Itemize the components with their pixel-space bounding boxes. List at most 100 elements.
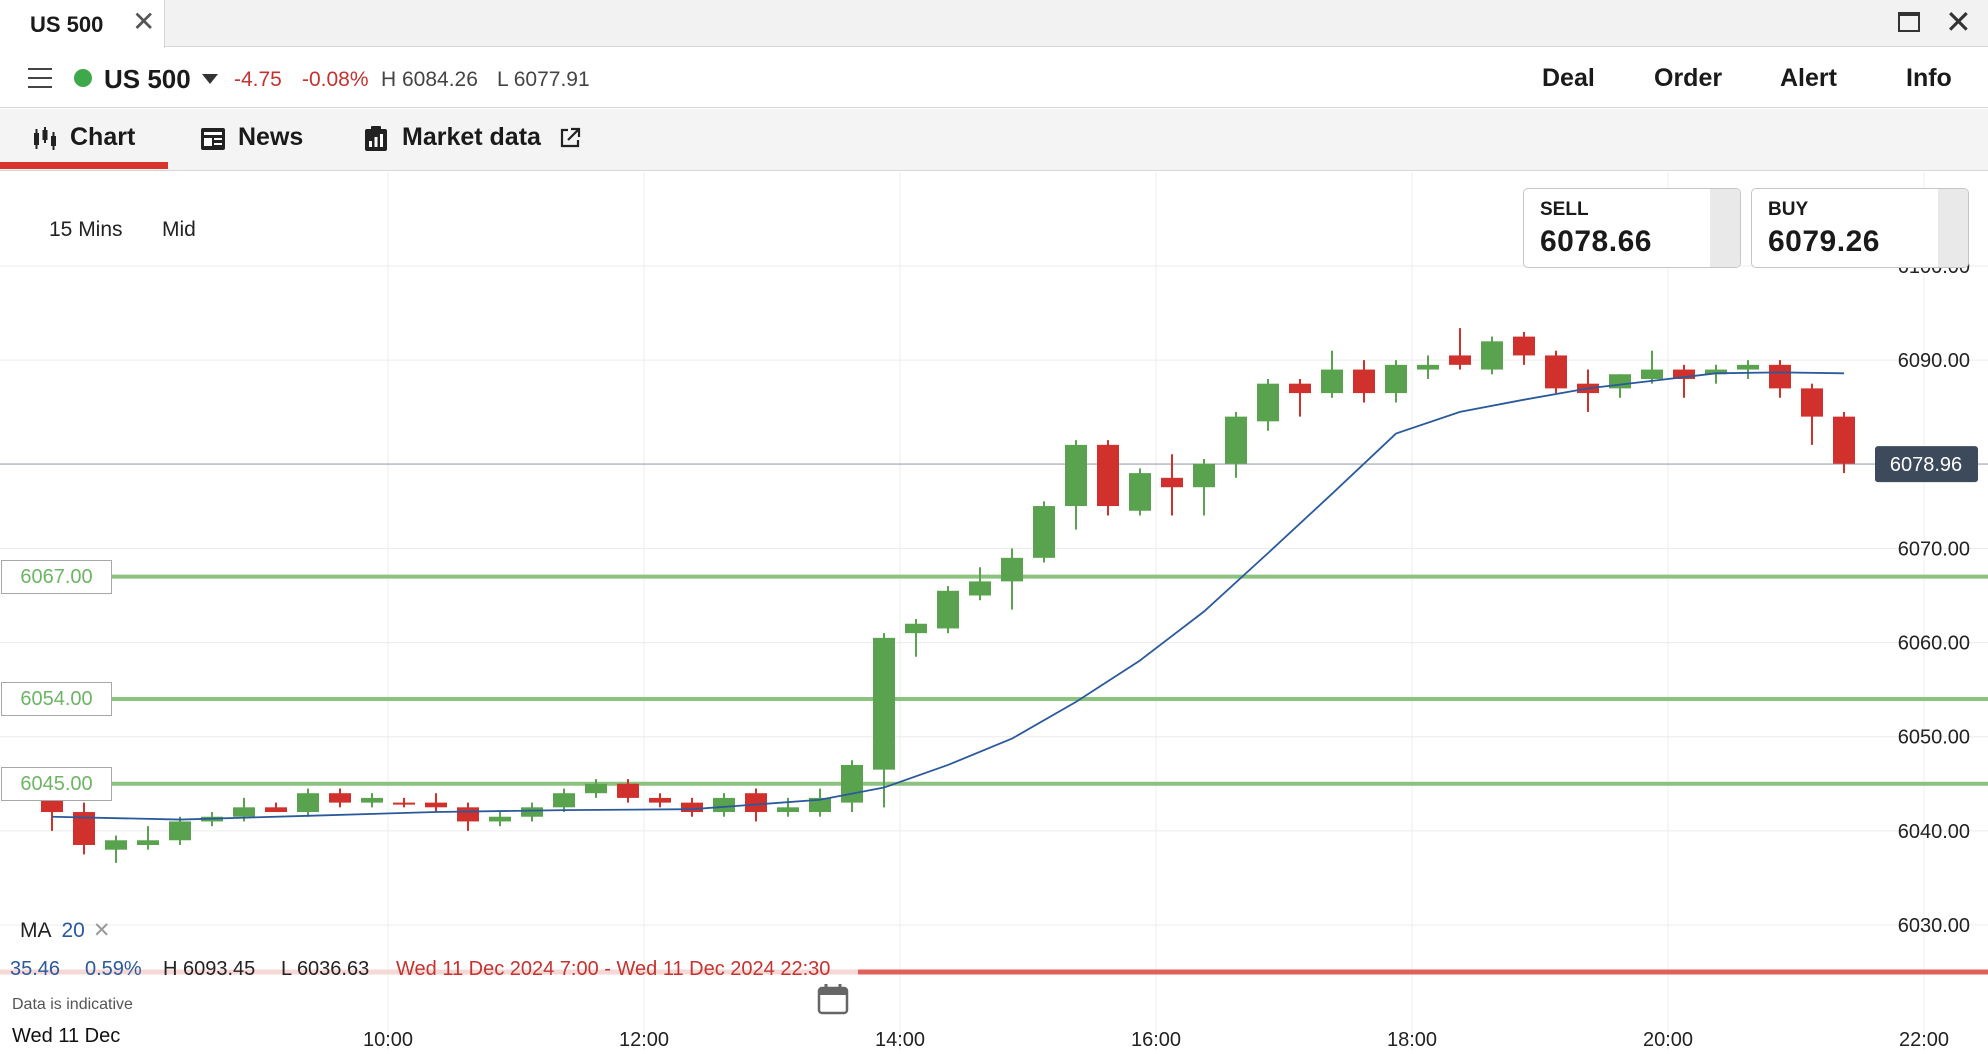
sell-button[interactable]: SELL 6078.66 [1523, 188, 1741, 268]
price-tick-label: 6060.00 [1898, 633, 1970, 655]
window-tab-bar: US 500 ✕ ✕ [0, 0, 1988, 48]
candle-body [1353, 369, 1375, 394]
clipboard-data-icon [365, 126, 387, 151]
price-change: -4.75 [234, 68, 282, 91]
alert-button[interactable]: Alert [1780, 64, 1837, 92]
price-tick-label: 6040.00 [1898, 821, 1970, 843]
menu-icon[interactable] [28, 68, 52, 88]
instrument-header: US 500 -4.75 -0.08% H 6084.26 L 6077.91 … [0, 48, 1988, 108]
indicator-name: MA [20, 919, 52, 942]
price-axis: 6100.006090.006070.006060.006050.006040.… [1875, 256, 1978, 937]
remove-indicator-icon[interactable]: ✕ [92, 919, 111, 942]
candle-body [777, 807, 799, 813]
market-status-dot [74, 69, 92, 87]
time-tick-label: 18:00 [1387, 1029, 1437, 1050]
candle-body [585, 783, 607, 794]
candlestick-chart-icon [34, 127, 56, 150]
data-indicative-note: Data is indicative [12, 996, 133, 1013]
time-tick-label: 14:00 [875, 1029, 925, 1050]
time-axis: 10:00 12:00 14:00 16:00 18:00 20:00 22:00 [363, 1029, 1949, 1050]
candle-body [553, 793, 575, 808]
candle-body [1289, 383, 1311, 394]
price-change-percent: -0.08% [302, 68, 369, 91]
sub-tabs: Chart News Market data [0, 109, 1988, 171]
range-low: L 6036.63 [281, 958, 370, 980]
time-tick-label: 20:00 [1643, 1029, 1693, 1050]
candle-body [1001, 557, 1023, 582]
maximize-icon[interactable] [1898, 12, 1920, 32]
candle-body [617, 783, 639, 798]
level-label-6067[interactable]: 6067.00 [1, 560, 112, 594]
candle-body [1545, 355, 1567, 389]
price-tick-label: 6050.00 [1898, 727, 1970, 749]
day-low: L 6077.91 [497, 68, 590, 91]
candle-body [1705, 369, 1727, 375]
first-date-label: Wed 11 Dec [12, 1025, 121, 1047]
candle-body [1673, 369, 1695, 379]
candle-body [1225, 416, 1247, 464]
tab-chart[interactable]: Chart [70, 123, 136, 151]
ma-line [51, 371, 1845, 821]
candle-body [137, 840, 159, 845]
candle-body [1449, 355, 1471, 365]
time-tick-label: 22:00 [1899, 1029, 1949, 1050]
candle-body [1033, 506, 1055, 558]
candle-body [105, 840, 127, 850]
candle-body [937, 590, 959, 629]
order-button[interactable]: Order [1654, 64, 1723, 92]
current-price-badge [1875, 446, 1978, 483]
newspaper-icon [201, 128, 225, 150]
window-tab[interactable]: US 500 ✕ [0, 0, 165, 48]
candle-body [1417, 364, 1439, 370]
time-tick-label: 16:00 [1131, 1029, 1181, 1050]
tab-news[interactable]: News [238, 123, 304, 151]
level-label-6045[interactable]: 6045.00 [1, 767, 112, 801]
candle-body [649, 797, 671, 803]
buy-price: 6079.26 [1768, 225, 1880, 258]
candle-body [1193, 463, 1215, 488]
range-high: H 6093.45 [163, 958, 256, 980]
chart-grid [0, 172, 1988, 1050]
candle-body [745, 793, 767, 813]
candle-body [425, 802, 447, 808]
close-tab-icon[interactable]: ✕ [132, 6, 156, 37]
candle-body [1833, 416, 1855, 464]
calendar-icon[interactable] [817, 983, 849, 1015]
close-window-icon[interactable]: ✕ [1945, 4, 1972, 40]
indicator-period[interactable]: 20 [61, 919, 85, 942]
candle-body [1769, 364, 1791, 389]
timeframe-selector[interactable]: 15 Mins [49, 218, 123, 241]
candle-body [329, 793, 351, 803]
candle-body [521, 807, 543, 817]
candle-body [873, 637, 895, 770]
chevron-down-icon[interactable] [202, 74, 218, 84]
buy-label: BUY [1768, 199, 1809, 220]
candle-body [233, 807, 255, 817]
candle-body [1737, 364, 1759, 370]
external-link-icon[interactable] [559, 127, 581, 149]
day-high: H 6084.26 [381, 68, 478, 91]
instrument-name[interactable]: US 500 [104, 64, 191, 94]
candle-body [1801, 388, 1823, 417]
range-change: 35.46 [10, 958, 61, 980]
window-tab-title: US 500 [30, 12, 104, 37]
deal-button[interactable]: Deal [1542, 64, 1595, 92]
level-label-6054[interactable]: 6054.00 [1, 682, 112, 716]
candle-body [1065, 444, 1087, 507]
tab-market-data[interactable]: Market data [402, 123, 541, 151]
range-period: Wed 11 Dec 2024 7:00 - Wed 11 Dec 2024 2… [396, 958, 831, 980]
candle-body [1385, 364, 1407, 394]
sell-label: SELL [1540, 199, 1589, 220]
price-tick-label: 6070.00 [1898, 538, 1970, 560]
candle-body [1641, 369, 1663, 379]
active-tab-indicator [0, 162, 168, 169]
price-tick-label: 6090.00 [1898, 350, 1970, 372]
sell-button-edge [1710, 189, 1740, 267]
candle-body [73, 812, 95, 845]
candle-body [1097, 444, 1119, 507]
price-chart[interactable]: 6100.006090.006070.006060.006050.006040.… [0, 172, 1988, 1050]
price-type-selector[interactable]: Mid [162, 218, 196, 241]
info-button[interactable]: Info [1906, 64, 1952, 92]
candle-body [41, 797, 63, 813]
buy-button[interactable]: BUY 6079.26 [1751, 188, 1969, 268]
